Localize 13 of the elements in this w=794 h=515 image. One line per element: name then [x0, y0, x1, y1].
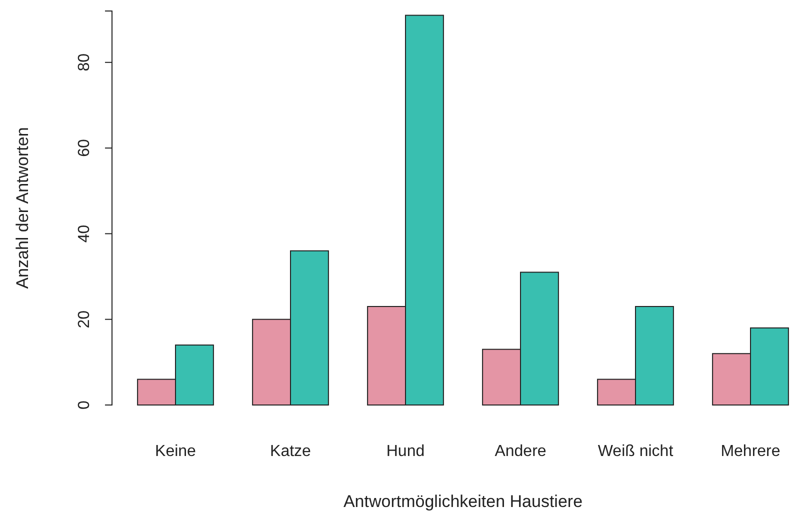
y-tick-label: 20 — [76, 310, 93, 328]
x-axis-title: Antwortmöglichkeiten Haustiere — [343, 492, 583, 511]
x-tick-label: Andere — [494, 443, 546, 460]
x-tick-label: Weiß nicht — [598, 443, 674, 460]
x-tick-label: Katze — [270, 443, 312, 460]
x-tick-label: Mehrere — [720, 443, 780, 460]
y-tick-label: 40 — [76, 224, 93, 243]
y-tick-label: 80 — [76, 53, 93, 72]
y-tick-label: 0 — [76, 400, 93, 410]
y-tick-label: 60 — [76, 139, 93, 157]
y-axis-title: Anzahl der Antworten — [13, 127, 32, 289]
x-tick-label: Hund — [386, 443, 425, 460]
x-tick-label: Keine — [155, 443, 196, 460]
